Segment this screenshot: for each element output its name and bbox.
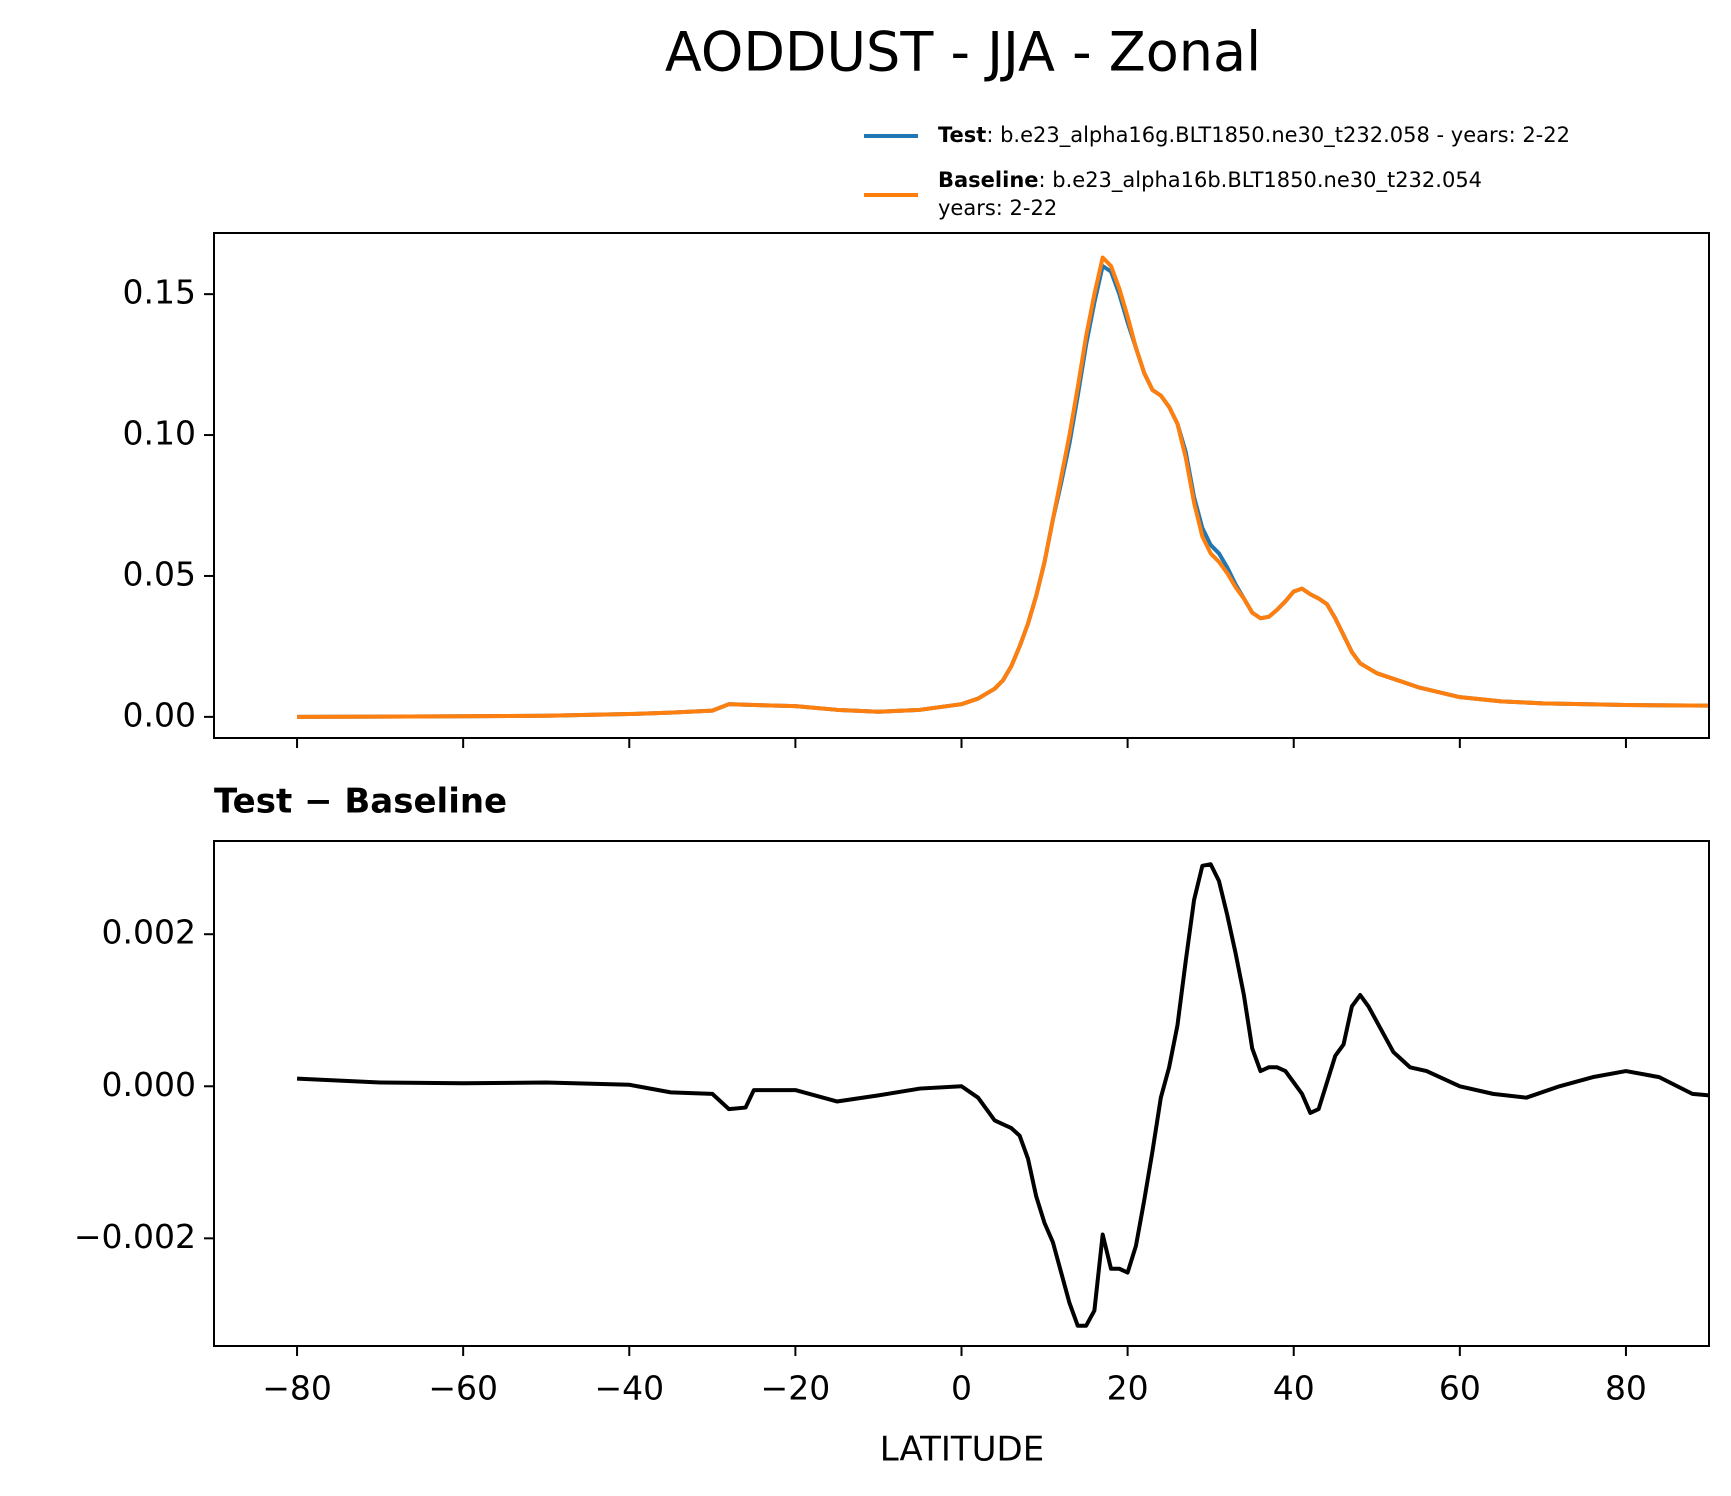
- legend-name: Baseline: [938, 168, 1039, 192]
- x-axis-label: LATITUDE: [880, 1430, 1044, 1470]
- data-line: [296, 862, 1710, 1328]
- legend-label: years: 2-22: [938, 196, 1057, 220]
- chart-title: AODDUST - JJA - Zonal: [665, 21, 1261, 84]
- legend-label: Baseline: b.e23_alpha16b.BLT1850.ne30_t2…: [938, 168, 1482, 193]
- x-tick-label: −80: [262, 1369, 332, 1408]
- legend-description: years: 2-22: [938, 196, 1057, 220]
- x-tick-label: 20: [1107, 1369, 1149, 1408]
- y-tick-label: 0.10: [123, 414, 196, 453]
- subtitle: Test − Baseline: [214, 782, 507, 822]
- data-line: [297, 255, 1710, 719]
- x-tick-label: 40: [1273, 1369, 1315, 1408]
- x-tick-label: −60: [428, 1369, 498, 1408]
- x-tick-label: 60: [1439, 1369, 1481, 1408]
- legend-name: Test: [938, 123, 986, 147]
- x-tick-label: 80: [1605, 1369, 1647, 1408]
- legend-description: : b.e23_alpha16b.BLT1850.ne30_t232.054: [1039, 168, 1483, 193]
- legend-description: : b.e23_alpha16g.BLT1850.ne30_t232.058 -…: [986, 123, 1570, 148]
- y-tick-label: 0.05: [123, 554, 196, 593]
- x-tick-label: −40: [594, 1369, 664, 1408]
- y-tick-label: 0.000: [102, 1065, 196, 1104]
- y-tick-label: 0.00: [123, 695, 196, 734]
- legend-label: Test: b.e23_alpha16g.BLT1850.ne30_t232.0…: [938, 123, 1570, 148]
- x-tick-label: −20: [761, 1369, 831, 1408]
- x-tick-label: 0: [951, 1369, 972, 1408]
- y-tick-label: 0.15: [123, 273, 196, 312]
- y-tick-label: 0.002: [102, 913, 196, 952]
- y-tick-label: −0.002: [74, 1217, 196, 1256]
